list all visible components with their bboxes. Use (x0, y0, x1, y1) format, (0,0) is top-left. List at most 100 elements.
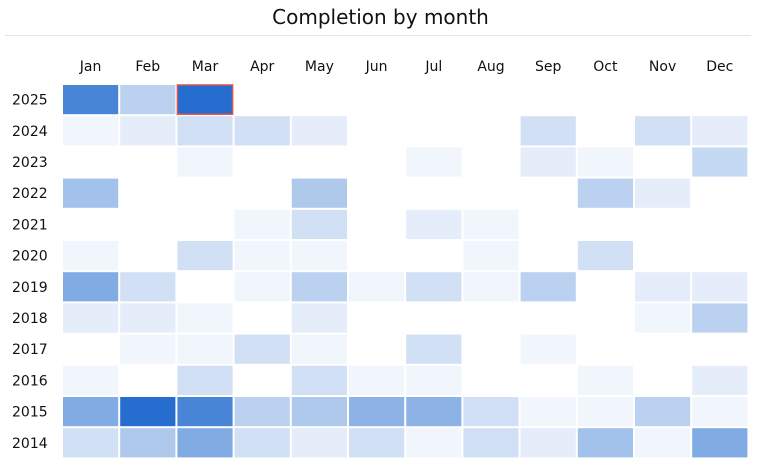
heatmap-cell-2016-jul[interactable] (406, 365, 462, 395)
heatmap-cell-2020-aug[interactable] (463, 241, 519, 271)
heatmap-cell-2020-oct[interactable] (577, 241, 633, 271)
heatmap-cell-2014-may[interactable] (291, 428, 347, 458)
heatmap-cell-2023-dec[interactable] (692, 147, 748, 177)
month-label-jun: Jun (365, 59, 388, 75)
heatmap-cell-2014-mar[interactable] (177, 428, 233, 458)
year-label-2017: 2017 (12, 342, 48, 358)
heatmap-cell-2018-mar[interactable] (177, 303, 233, 333)
heatmap-cell-2017-sep[interactable] (520, 334, 576, 364)
heatmap-cell-2019-sep[interactable] (520, 272, 576, 302)
heatmap-cell-2014-jul[interactable] (406, 428, 462, 458)
heatmap-cell-2019-jul[interactable] (406, 272, 462, 302)
heatmap-cell-2014-dec[interactable] (692, 428, 748, 458)
heatmap-cell-2022-may[interactable] (291, 178, 347, 208)
heatmap-cell-2015-aug[interactable] (463, 397, 519, 427)
month-label-jan: Jan (79, 59, 102, 75)
year-label-2021: 2021 (12, 217, 48, 233)
heatmap-cell-2017-jul[interactable] (406, 334, 462, 364)
heatmap-cell-2014-jan[interactable] (63, 428, 119, 458)
heatmap-cell-2018-jan[interactable] (63, 303, 119, 333)
heatmap-cell-2015-sep[interactable] (520, 397, 576, 427)
heatmap-cell-2015-apr[interactable] (234, 397, 290, 427)
heatmap-cell-2023-jul[interactable] (406, 147, 462, 177)
heatmap-cell-2020-may[interactable] (291, 241, 347, 271)
heatmap-cell-2015-jun[interactable] (349, 397, 405, 427)
heatmap-cell-2016-jun[interactable] (349, 365, 405, 395)
heatmap-cell-2015-oct[interactable] (577, 397, 633, 427)
heatmap-cell-2016-mar[interactable] (177, 365, 233, 395)
heatmap-cell-2014-aug[interactable] (463, 428, 519, 458)
heatmap-cell-2015-feb[interactable] (120, 397, 176, 427)
title-divider (5, 35, 751, 36)
heatmap-cell-2023-mar[interactable] (177, 147, 233, 177)
heatmap-cell-2025-jan[interactable] (63, 85, 119, 115)
heatmap-cell-2014-oct[interactable] (577, 428, 633, 458)
heatmap-cell-2023-sep[interactable] (520, 147, 576, 177)
heatmap-cell-2019-may[interactable] (291, 272, 347, 302)
year-label-2016: 2016 (12, 373, 48, 389)
heatmap-cell-2021-jul[interactable] (406, 209, 462, 239)
heatmap-cell-2016-jan[interactable] (63, 365, 119, 395)
heatmap-cell-2015-mar[interactable] (177, 397, 233, 427)
year-label-2024: 2024 (12, 124, 48, 140)
heatmap-cell-2014-feb[interactable] (120, 428, 176, 458)
year-label-2015: 2015 (12, 405, 48, 421)
heatmap-cell-2020-jan[interactable] (63, 241, 119, 271)
heatmap-cell-2024-apr[interactable] (234, 116, 290, 146)
heatmap-cell-2024-dec[interactable] (692, 116, 748, 146)
year-label-2014: 2014 (12, 436, 48, 452)
heatmap-cell-2019-jun[interactable] (349, 272, 405, 302)
month-label-nov: Nov (649, 59, 676, 75)
heatmap-cell-2024-may[interactable] (291, 116, 347, 146)
heatmap-cell-2018-nov[interactable] (635, 303, 691, 333)
heatmap-cell-2020-mar[interactable] (177, 241, 233, 271)
heatmap-cell-2025-mar[interactable] (176, 84, 234, 115)
heatmap-cell-2016-oct[interactable] (577, 365, 633, 395)
heatmap-cell-2014-jun[interactable] (349, 428, 405, 458)
month-label-sep: Sep (535, 59, 562, 75)
heatmap-cell-2016-may[interactable] (291, 365, 347, 395)
heatmap-cell-2022-oct[interactable] (577, 178, 633, 208)
heatmap-cell-2019-aug[interactable] (463, 272, 519, 302)
heatmap-cell-2014-sep[interactable] (520, 428, 576, 458)
heatmap-cell-2015-may[interactable] (291, 397, 347, 427)
heatmap-cell-2024-nov[interactable] (635, 116, 691, 146)
month-label-aug: Aug (477, 59, 504, 75)
heatmap-cell-2015-nov[interactable] (635, 397, 691, 427)
heatmap-cell-2018-feb[interactable] (120, 303, 176, 333)
heatmap-cell-2019-dec[interactable] (692, 272, 748, 302)
heatmap-cell-2016-dec[interactable] (692, 365, 748, 395)
heatmap-cell-2019-apr[interactable] (234, 272, 290, 302)
heatmap-cell-2024-mar[interactable] (177, 116, 233, 146)
heatmap-cell-2023-oct[interactable] (577, 147, 633, 177)
heatmap-cell-2015-jan[interactable] (63, 397, 119, 427)
heatmap-cell-2021-apr[interactable] (234, 209, 290, 239)
heatmap-cell-2019-feb[interactable] (120, 272, 176, 302)
heatmap-cell-2015-jul[interactable] (406, 397, 462, 427)
heatmap-cell-2014-apr[interactable] (234, 428, 290, 458)
heatmap-cell-2017-feb[interactable] (120, 334, 176, 364)
heatmap-cell-2024-sep[interactable] (520, 116, 576, 146)
heatmap-cell-2017-apr[interactable] (234, 334, 290, 364)
heatmap-cell-2014-nov[interactable] (635, 428, 691, 458)
heatmap-cell-2024-jan[interactable] (63, 116, 119, 146)
heatmap-cell-2018-may[interactable] (291, 303, 347, 333)
heatmap-cell-2017-mar[interactable] (177, 334, 233, 364)
heatmap-cell-2017-may[interactable] (291, 334, 347, 364)
heatmap-cell-2021-may[interactable] (291, 209, 347, 239)
heatmap-cell-2020-apr[interactable] (234, 241, 290, 271)
heatmap-cell-2022-nov[interactable] (635, 178, 691, 208)
heatmap-cell-2019-jan[interactable] (63, 272, 119, 302)
heatmap-cell-2019-nov[interactable] (635, 272, 691, 302)
heatmap-cell-2018-dec[interactable] (692, 303, 748, 333)
month-label-mar: Mar (192, 59, 219, 75)
heatmap-cell-2021-aug[interactable] (463, 209, 519, 239)
heatmap-cell-2025-feb[interactable] (120, 85, 176, 115)
heatmap-cell-2022-jan[interactable] (63, 178, 119, 208)
heatmap-cell-2015-dec[interactable] (692, 397, 748, 427)
heatmap-cell-2024-feb[interactable] (120, 116, 176, 146)
year-label-2020: 2020 (12, 249, 48, 265)
year-label-2018: 2018 (12, 311, 48, 327)
year-label-2022: 2022 (12, 186, 48, 202)
